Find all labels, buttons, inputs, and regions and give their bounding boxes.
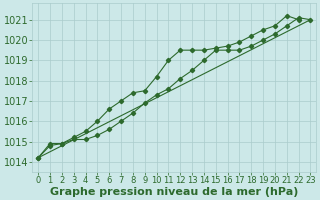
X-axis label: Graphe pression niveau de la mer (hPa): Graphe pression niveau de la mer (hPa): [50, 187, 299, 197]
